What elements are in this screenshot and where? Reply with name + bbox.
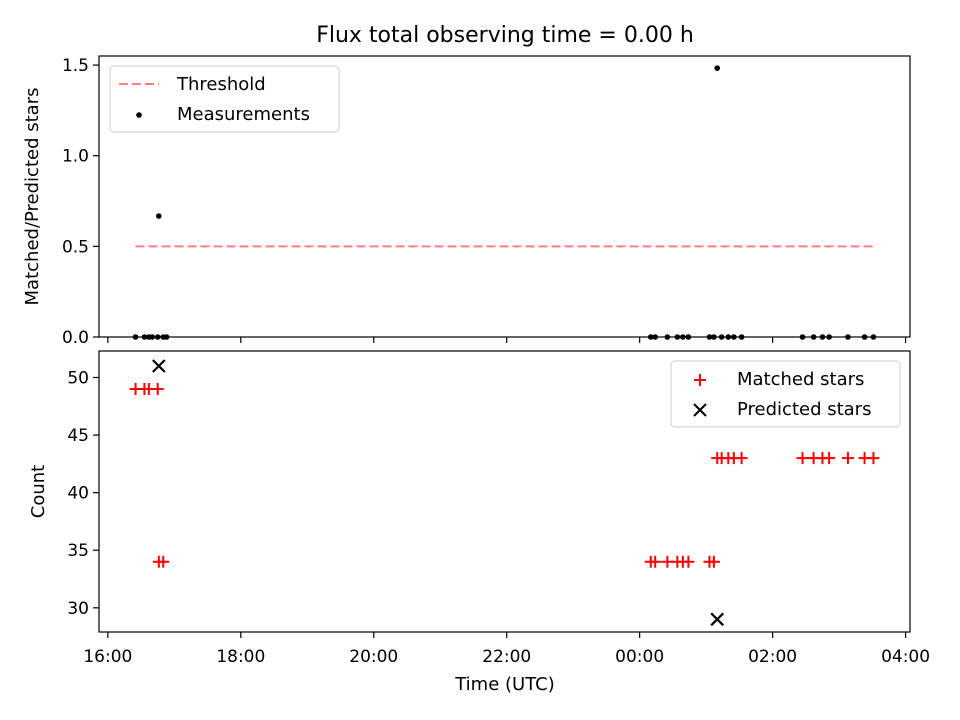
chart-title: Flux total observing time = 0.00 h [316,23,694,48]
matched-star-point [707,555,720,568]
matched-star-point [649,555,662,568]
predicted-star-point [152,359,166,373]
matched-star-point [823,452,836,465]
bottom-legend-box [670,360,901,428]
matched-star-point [157,555,170,568]
matched-star-point [796,452,809,465]
bot-xtick-label: 20:00 [349,647,398,667]
top-ytick-label: 0.5 [62,237,89,257]
bot-ytick-label: 50 [67,368,89,388]
legend-measurements-label: Measurements [177,104,310,125]
top-ytick-label: 0.0 [62,328,89,348]
bot-xtick-label: 02:00 [748,647,797,667]
legend-matched-label: Matched stars [737,369,864,390]
bottom-panel: 30 35 40 45 50 16:00 18:00 20:00 22:00 00:00 02:0… [28,350,930,695]
bot-ytick-label: 45 [67,426,89,446]
legend-threshold-label: Threshold [176,74,266,95]
legend-predicted-label: Predicted stars [737,399,871,420]
bot-xtick-label: 04:00 [881,647,930,667]
bot-ytick-label: 30 [67,599,89,619]
bot-xtick-label: 00:00 [615,647,664,667]
measurement-point [714,65,721,71]
matched-star-point [682,555,695,568]
bottom-y-axis-label: Count [28,465,49,518]
matched-star-point [151,383,164,396]
bottom-plot-frame [98,350,911,633]
matched-star-point [867,452,880,465]
legend-matched-swatch [694,374,706,386]
bot-ytick-label: 40 [67,484,89,504]
measurement-point [156,213,162,219]
bot-xtick-label: 18:00 [216,647,265,667]
matched-star-point [735,452,748,465]
matched-star-point [841,452,854,465]
top-legend: Threshold Measurements [109,65,340,133]
top-ytick-label: 1.5 [62,56,89,76]
top-legend-box [109,65,340,133]
top-plot-frame [98,55,911,338]
bot-xtick-label: 22:00 [482,647,531,667]
legend-measurements-swatch [136,112,142,118]
bot-xtick-label: 16:00 [83,647,132,667]
top-ytick-label: 1.0 [62,147,89,167]
x-axis-label: Time (UTC) [454,674,555,695]
bot-ytick-label: 35 [67,541,89,561]
predicted-star-point [710,612,724,627]
top-panel: 0.0 0.5 1.0 1.5 Matched/Predicted stars Thr… [22,55,911,348]
legend-predicted-swatch [693,403,707,417]
top-y-axis-label: Matched/Predicted stars [22,88,43,306]
bottom-legend: Matched stars Predicted stars [670,360,901,428]
